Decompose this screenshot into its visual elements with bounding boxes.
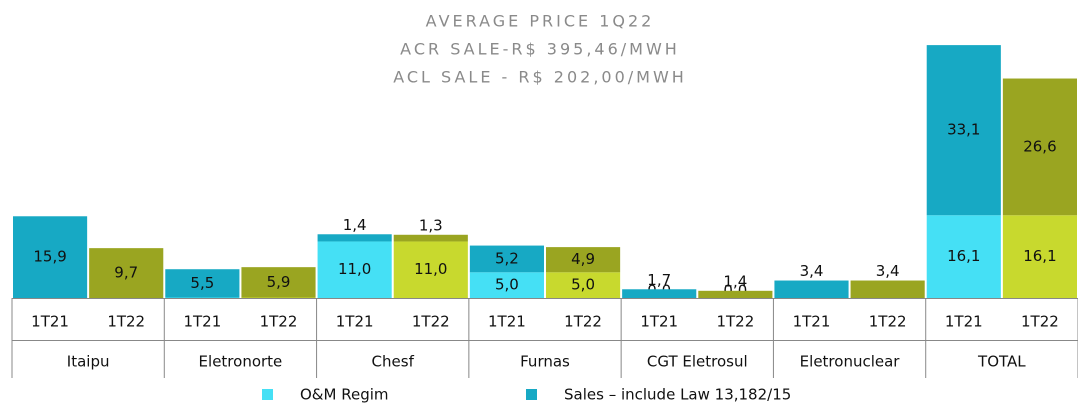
chart-subtitle: ACL SALE - R$ 202,00/MWH [393, 68, 687, 87]
legend-label: Sales – include Law 13,182/15 [564, 386, 791, 404]
x-tick-label: 1T22 [564, 313, 602, 331]
value-label: 11,0 [338, 260, 371, 278]
bar-segment [241, 297, 316, 298]
group-label: CGT Eletrosul [647, 353, 748, 371]
bar-segment [317, 241, 392, 298]
value-label: 16,1 [1023, 247, 1056, 265]
x-tick-label: 1T21 [31, 313, 69, 331]
value-label: 5,0 [495, 276, 519, 294]
bar-segment [241, 267, 316, 298]
value-label: 5,9 [267, 273, 291, 291]
bar-segment [698, 290, 773, 298]
bar-segment [926, 215, 1001, 298]
bar-segment [165, 297, 240, 298]
x-tick-label: 1T22 [1021, 313, 1059, 331]
value-label: 1,4 [343, 216, 367, 234]
x-tick-label: 1T22 [869, 313, 907, 331]
bar-segment [546, 247, 621, 273]
x-tick-label: 1T21 [183, 313, 221, 331]
x-tick-label: 1T21 [640, 313, 678, 331]
group-label: Eletronorte [199, 353, 283, 371]
value-label: 5,5 [190, 274, 214, 292]
bar-segment [1002, 78, 1077, 216]
value-label: 3,4 [800, 262, 824, 280]
value-label: 3,4 [876, 262, 900, 280]
bar-segment [469, 272, 544, 298]
x-tick-label: 1T21 [945, 313, 983, 331]
value-label: 16,1 [947, 247, 980, 265]
value-label: 11,0 [414, 260, 447, 278]
value-label: 1,4 [723, 272, 747, 290]
value-label: 5,2 [495, 249, 519, 267]
bar-segment [89, 248, 164, 298]
legend-label: O&M Regim [300, 386, 389, 404]
bar-segment [317, 234, 392, 242]
bar-segment [13, 216, 88, 298]
x-tick-label: 1T21 [793, 313, 831, 331]
x-tick-label: 1T22 [716, 313, 754, 331]
bar-segment [774, 280, 849, 298]
bar-segment [469, 245, 544, 273]
group-label: Eletronuclear [800, 353, 901, 371]
chart-subtitle: ACR SALE-R$ 395,46/MWH [400, 40, 680, 59]
group-label: Itaipu [67, 353, 110, 371]
bar-segment [393, 241, 468, 298]
value-label: 26,6 [1023, 137, 1056, 155]
bar-segment [393, 234, 468, 242]
value-label: 1,3 [419, 216, 443, 234]
value-label: 4,9 [571, 250, 595, 268]
x-tick-label: 1T22 [107, 313, 145, 331]
legend-swatch [262, 389, 273, 400]
x-tick-label: 1T21 [488, 313, 526, 331]
value-label: 15,9 [33, 248, 66, 266]
chart-title: AVERAGE PRICE 1Q22 [426, 12, 655, 31]
bar-segment [622, 289, 697, 298]
bar-segment [926, 45, 1001, 216]
bar-segment [850, 280, 925, 298]
legend-swatch [526, 389, 537, 400]
group-label: TOTAL [977, 353, 1026, 371]
value-label: 1,7 [647, 271, 671, 289]
x-tick-label: 1T22 [412, 313, 450, 331]
group-label: Chesf [372, 353, 415, 371]
x-tick-label: 1T21 [336, 313, 374, 331]
bar-segment [1002, 215, 1077, 298]
value-label: 9,7 [114, 264, 138, 282]
bar-segment [165, 269, 240, 298]
value-label: 5,0 [571, 276, 595, 294]
group-label: Furnas [520, 353, 570, 371]
x-tick-label: 1T22 [260, 313, 298, 331]
value-label: 33,1 [947, 121, 980, 139]
bar-segment [546, 272, 621, 298]
